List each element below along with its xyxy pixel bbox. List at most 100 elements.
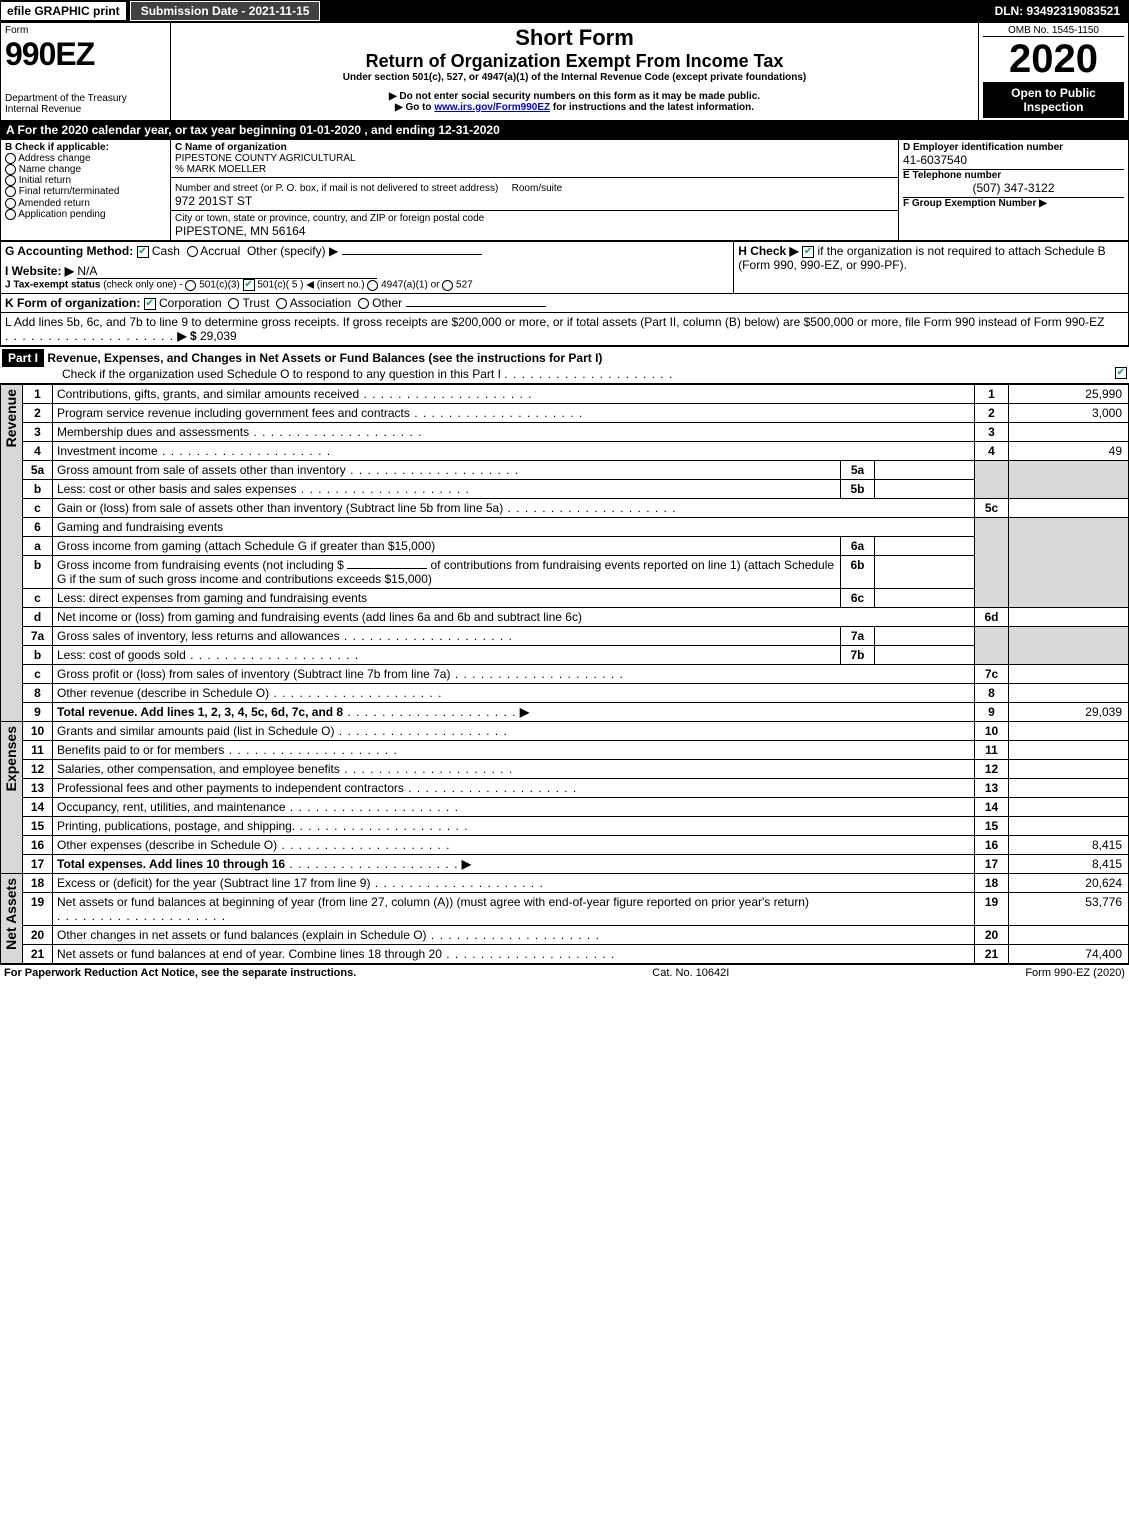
line-1-box: 1 — [975, 385, 1009, 404]
line-9-amt: 29,039 — [1009, 703, 1129, 722]
line-11-box: 11 — [975, 741, 1009, 760]
check-corporation[interactable] — [144, 298, 156, 310]
goto-line: ▶ Go to www.irs.gov/Form990EZ for instru… — [175, 102, 974, 113]
line-21-num: 21 — [23, 945, 53, 964]
line-5b-sub: 5b — [841, 480, 875, 499]
line-18-num: 18 — [23, 874, 53, 893]
check-accrual[interactable] — [187, 246, 198, 257]
omb-number: OMB No. 1545-1150 — [983, 25, 1124, 37]
line-20-num: 20 — [23, 926, 53, 945]
line-20-box: 20 — [975, 926, 1009, 945]
check-address-change[interactable] — [5, 153, 16, 164]
line-8-desc: Other revenue (describe in Schedule O) — [57, 686, 269, 700]
line-7c-num: c — [23, 665, 53, 684]
line-j-label: J Tax-exempt status — [5, 280, 100, 291]
line-j-sub: (check only one) - — [103, 280, 182, 291]
check-4947[interactable] — [367, 280, 378, 291]
line-15-desc: Printing, publications, postage, and shi… — [57, 819, 295, 833]
line-6c-num: c — [23, 589, 53, 608]
line-13-num: 13 — [23, 779, 53, 798]
line-8-box: 8 — [975, 684, 1009, 703]
line-6d-num: d — [23, 608, 53, 627]
line-18-desc: Excess or (deficit) for the year (Subtra… — [57, 876, 370, 890]
line-10-amt — [1009, 722, 1129, 741]
line-8-num: 8 — [23, 684, 53, 703]
line-6a-sub: 6a — [841, 537, 875, 556]
check-application-pending[interactable] — [5, 209, 16, 220]
irs-link[interactable]: www.irs.gov/Form990EZ — [434, 102, 550, 113]
line-6b-desc1: Gross income from fundraising events (no… — [57, 558, 344, 572]
city-state-zip: PIPESTONE, MN 56164 — [175, 224, 894, 238]
line-8-amt — [1009, 684, 1129, 703]
dln: DLN: 93492319083521 — [987, 2, 1128, 20]
line-17-desc: Total expenses. Add lines 10 through 16 — [57, 857, 285, 871]
label-501c: 501(c)( 5 ) ◀ (insert no.) — [257, 280, 364, 291]
goto-pre: ▶ Go to — [395, 102, 434, 113]
line-7b-sub: 7b — [841, 646, 875, 665]
label-corporation: Corporation — [159, 296, 222, 310]
ssn-warning: ▶ Do not enter social security numbers o… — [175, 91, 974, 102]
line-6b-blank[interactable] — [347, 568, 427, 569]
line-18-amt: 20,624 — [1009, 874, 1129, 893]
check-name-change[interactable] — [5, 164, 16, 175]
top-bar: efile GRAPHIC print Submission Date - 20… — [0, 0, 1129, 22]
check-final-return[interactable] — [5, 186, 16, 197]
efile-print-button[interactable]: efile GRAPHIC print — [1, 2, 126, 20]
line-6d-box: 6d — [975, 608, 1009, 627]
line-15-box: 15 — [975, 817, 1009, 836]
line-19-num: 19 — [23, 893, 53, 926]
box-c-label: C Name of organization — [175, 142, 894, 153]
line-21-amt: 74,400 — [1009, 945, 1129, 964]
part-i-check-text: Check if the organization used Schedule … — [62, 367, 501, 381]
line-7b-num: b — [23, 646, 53, 665]
footer-formref: Form 990-EZ (2020) — [1025, 967, 1125, 979]
line-2-desc: Program service revenue including govern… — [57, 406, 410, 420]
check-cash[interactable] — [137, 246, 149, 258]
dept-treasury: Department of the Treasury — [5, 93, 166, 104]
check-501c[interactable] — [243, 279, 255, 291]
label-cash: Cash — [152, 244, 180, 258]
other-org-input[interactable] — [406, 306, 546, 307]
line-6a-desc: Gross income from gaming (attach Schedul… — [57, 539, 435, 553]
line-12-num: 12 — [23, 760, 53, 779]
ein-value: 41-6037540 — [903, 153, 1124, 167]
box-b-label: B Check if applicable: — [5, 142, 166, 153]
line-a-period: A For the 2020 calendar year, or tax yea… — [0, 121, 1129, 139]
line-5b-num: b — [23, 480, 53, 499]
box-f-label: F Group Exemption Number ▶ — [903, 197, 1124, 209]
form-title: Short Form — [175, 25, 974, 51]
line-17-arrow: ▶ — [462, 857, 471, 871]
check-initial-return[interactable] — [5, 175, 16, 186]
check-association[interactable] — [276, 298, 287, 309]
website-value: N/A — [77, 264, 377, 279]
line-16-desc: Other expenses (describe in Schedule O) — [57, 838, 277, 852]
form-number: 990EZ — [5, 36, 166, 73]
line-17-box: 17 — [975, 855, 1009, 874]
line-5c-box: 5c — [975, 499, 1009, 518]
line-3-box: 3 — [975, 423, 1009, 442]
other-method-input[interactable] — [342, 254, 482, 255]
line-19-box: 19 — [975, 893, 1009, 926]
line-10-box: 10 — [975, 722, 1009, 741]
city-label: City or town, state or province, country… — [175, 213, 894, 224]
line-12-amt — [1009, 760, 1129, 779]
line-l: L Add lines 5b, 6c, and 7b to line 9 to … — [0, 313, 1129, 346]
check-other-org[interactable] — [358, 298, 369, 309]
label-application-pending: Application pending — [18, 209, 105, 220]
check-schedule-o-used[interactable] — [1115, 367, 1127, 379]
lines-g-h: G Accounting Method: Cash Accrual Other … — [0, 241, 1129, 294]
label-501c3: 501(c)(3) — [199, 280, 240, 291]
check-527[interactable] — [442, 280, 453, 291]
label-trust: Trust — [243, 296, 270, 310]
line-h-label: H Check ▶ — [738, 244, 799, 258]
line-7c-box: 7c — [975, 665, 1009, 684]
check-trust[interactable] — [228, 298, 239, 309]
check-501c3[interactable] — [185, 280, 196, 291]
line-3-desc: Membership dues and assessments — [57, 425, 249, 439]
check-amended-return[interactable] — [5, 198, 16, 209]
check-schedule-b-not-required[interactable] — [802, 246, 814, 258]
line-l-text: L Add lines 5b, 6c, and 7b to line 9 to … — [5, 315, 1104, 329]
footer-catno: Cat. No. 10642I — [652, 967, 729, 979]
line-18-box: 18 — [975, 874, 1009, 893]
line-7a-desc: Gross sales of inventory, less returns a… — [57, 629, 340, 643]
